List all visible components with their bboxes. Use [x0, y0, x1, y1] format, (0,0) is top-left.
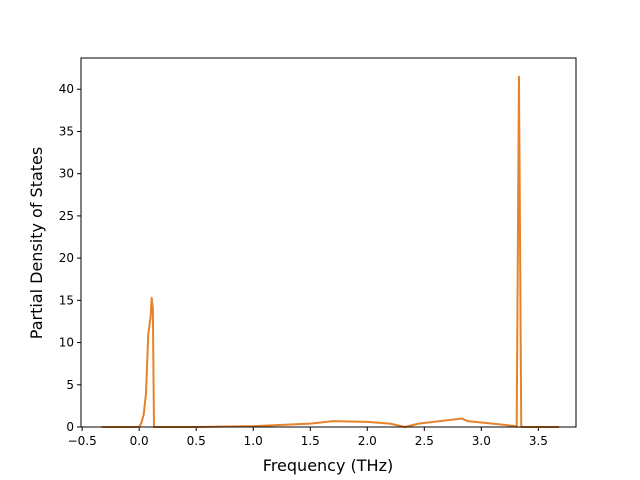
y-tick-label: 40: [59, 82, 74, 96]
line-series: [101, 75, 559, 428]
x-tick-label: 2.0: [358, 434, 377, 448]
x-tick-label: 0.5: [187, 434, 206, 448]
x-tick-label: 0.0: [130, 434, 149, 448]
x-axis-label: Frequency (THz): [263, 456, 393, 475]
y-tick-label: 20: [59, 251, 74, 265]
x-tick-label: 3.0: [472, 434, 491, 448]
x-tick-label: 3.5: [529, 434, 548, 448]
x-tick-label: −0.5: [68, 434, 97, 448]
y-tick-label: 35: [59, 124, 74, 138]
y-axis-label: Partial Density of States: [27, 147, 46, 339]
y-tick-label: 25: [59, 209, 74, 223]
x-tick-label: 1.5: [301, 434, 320, 448]
x-tick-label: 2.5: [415, 434, 434, 448]
x-tick-label: 1.0: [244, 434, 263, 448]
plot-frame: [80, 57, 577, 428]
y-tick-label: 15: [59, 293, 74, 307]
y-tick-label: 10: [59, 336, 74, 350]
y-tick-label: 30: [59, 167, 74, 181]
y-tick-label: 0: [66, 420, 74, 434]
y-tick-label: 5: [66, 378, 74, 392]
